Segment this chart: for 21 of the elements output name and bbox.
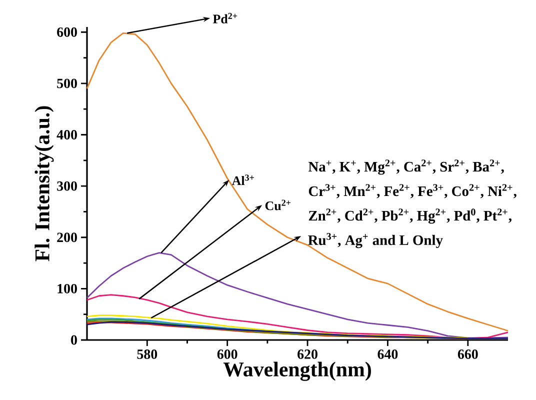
annotation: Pd$^{2+}$ [212,12,238,24]
y-tick-label: 100 [58,284,77,294]
annotation: Cu$^{2+}$ [265,200,291,210]
x-tick-label: 660 [458,350,478,359]
y-axis-title: Fl. Intensity(a.u.) [34,106,54,262]
y-tick-label: 300 [57,181,77,191]
x-tick-label: 580 [137,350,158,359]
y-tick-label: 500 [57,78,77,88]
x-tick-label: 620 [298,350,318,359]
y-tick-label: 0 [71,335,77,345]
text: Cr$^{3+}$, Mn$^{2+}$, Fe$^{2+}$, Fe$^{3+}$, Co$^{2+}$, Ni$^{2+}$, [308,184,516,198]
text: Zn$^{2+}$, Cd$^{2+}$, Pb$^{2+}$, Hg$^{2+}$, Pd$^{0}$, Pt$^{2+}$, [308,208,512,224]
x-tick-label: 640 [378,350,398,359]
y-tick-label: 600 [57,27,77,37]
x-axis-title: Wavelength(nm) [223,362,371,381]
annotation: Al$^{3+}$ [232,174,254,185]
annotation: Ru$^{3+}$, Ag$^{+}$ and L Only [308,233,443,248]
x-tick-label: 600 [217,350,238,359]
text: Na$^{+}$, K$^{+}$, Mg$^{2+}$, Ca$^{2+}$, Sr$^{2+}$, Ba$^{2+}$, [308,160,504,175]
y-tick-label: 200 [57,232,77,242]
y-tick-label: 400 [56,130,77,140]
